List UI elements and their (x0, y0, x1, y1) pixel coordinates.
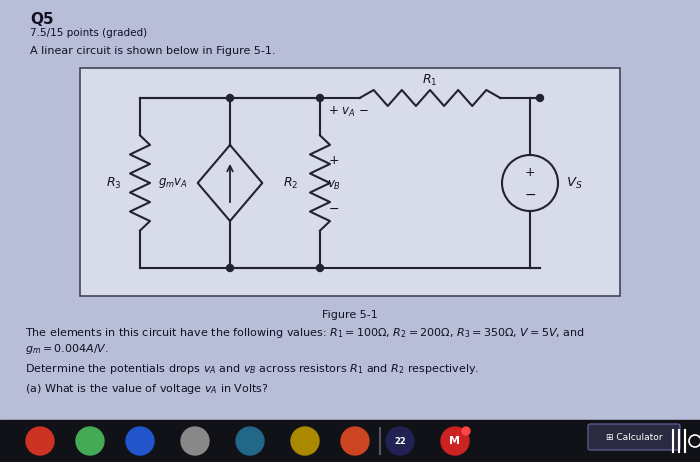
Bar (80, 68, 620, 296)
FancyBboxPatch shape (588, 424, 680, 450)
Bar (0, 420, 700, 462)
Text: $R_2$: $R_2$ (283, 176, 298, 190)
Text: $V_S$: $V_S$ (566, 176, 582, 190)
Text: Determine the potentials drops $v_A$ and $v_B$ across resistors $R_1$ and $R_2$ : Determine the potentials drops $v_A$ and… (25, 362, 480, 376)
Circle shape (316, 265, 323, 272)
Text: $g_m v_A$: $g_m v_A$ (158, 176, 188, 190)
Text: +: + (525, 165, 536, 178)
Text: ⊞ Calculator: ⊞ Calculator (606, 432, 662, 442)
Circle shape (227, 265, 234, 272)
Circle shape (536, 95, 543, 102)
Text: $v_B$: $v_B$ (327, 178, 341, 192)
Circle shape (126, 427, 154, 455)
Text: $R_3$: $R_3$ (106, 176, 122, 190)
Circle shape (462, 427, 470, 435)
Text: Figure 5-1: Figure 5-1 (322, 310, 378, 320)
Text: (a) What is the value of voltage $v_A$ in Volts?: (a) What is the value of voltage $v_A$ i… (25, 382, 269, 396)
Circle shape (181, 427, 209, 455)
Circle shape (341, 427, 369, 455)
Circle shape (76, 427, 104, 455)
Text: The elements in this circuit have the following values: $R_1 = 100\Omega$, $R_2 : The elements in this circuit have the fo… (25, 326, 585, 340)
Text: A linear circuit is shown below in Figure 5-1.: A linear circuit is shown below in Figur… (30, 46, 276, 56)
Text: M: M (449, 436, 461, 446)
Circle shape (236, 427, 264, 455)
Text: −: − (524, 188, 536, 202)
Text: 22: 22 (394, 437, 406, 445)
Text: $R_1$: $R_1$ (422, 73, 438, 88)
Circle shape (386, 427, 414, 455)
Text: Q5: Q5 (30, 12, 54, 27)
Text: −: − (329, 202, 340, 215)
Text: +: + (329, 154, 340, 168)
Circle shape (26, 427, 54, 455)
Text: $g_m = 0.004A/V$.: $g_m = 0.004A/V$. (25, 342, 108, 356)
Circle shape (441, 427, 469, 455)
Circle shape (227, 95, 234, 102)
Circle shape (316, 95, 323, 102)
Text: 7.5/15 points (graded): 7.5/15 points (graded) (30, 28, 147, 38)
Text: + $v_A$ −: + $v_A$ − (328, 105, 369, 119)
Circle shape (291, 427, 319, 455)
